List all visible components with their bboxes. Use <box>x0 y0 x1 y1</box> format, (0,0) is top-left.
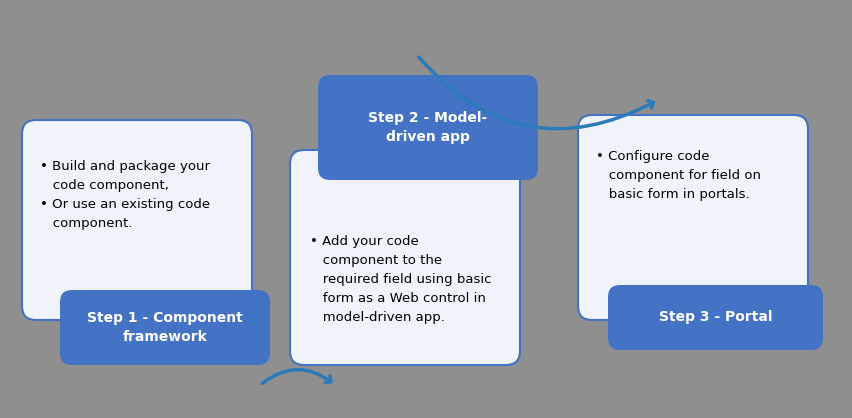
Text: Step 1 - Component
framework: Step 1 - Component framework <box>87 311 243 344</box>
FancyBboxPatch shape <box>608 285 823 350</box>
FancyBboxPatch shape <box>60 290 270 365</box>
FancyBboxPatch shape <box>22 120 252 320</box>
Text: • Configure code
   component for field on
   basic form in portals.: • Configure code component for field on … <box>596 150 761 201</box>
Text: • Add your code
   component to the
   required field using basic
   form as a W: • Add your code component to the require… <box>310 235 492 324</box>
Text: Step 2 - Model-
driven app: Step 2 - Model- driven app <box>368 111 487 144</box>
FancyBboxPatch shape <box>290 150 520 365</box>
Text: • Build and package your
   code component,
• Or use an existing code
   compone: • Build and package your code component,… <box>40 160 210 230</box>
FancyBboxPatch shape <box>578 115 808 320</box>
Text: Step 3 - Portal: Step 3 - Portal <box>659 311 772 324</box>
FancyBboxPatch shape <box>318 75 538 180</box>
